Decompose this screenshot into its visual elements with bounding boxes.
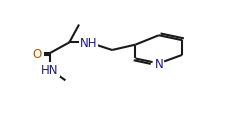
Text: O: O (32, 47, 41, 60)
Text: HN: HN (41, 63, 58, 76)
Text: NH: NH (80, 37, 97, 49)
Text: N: N (154, 57, 162, 70)
